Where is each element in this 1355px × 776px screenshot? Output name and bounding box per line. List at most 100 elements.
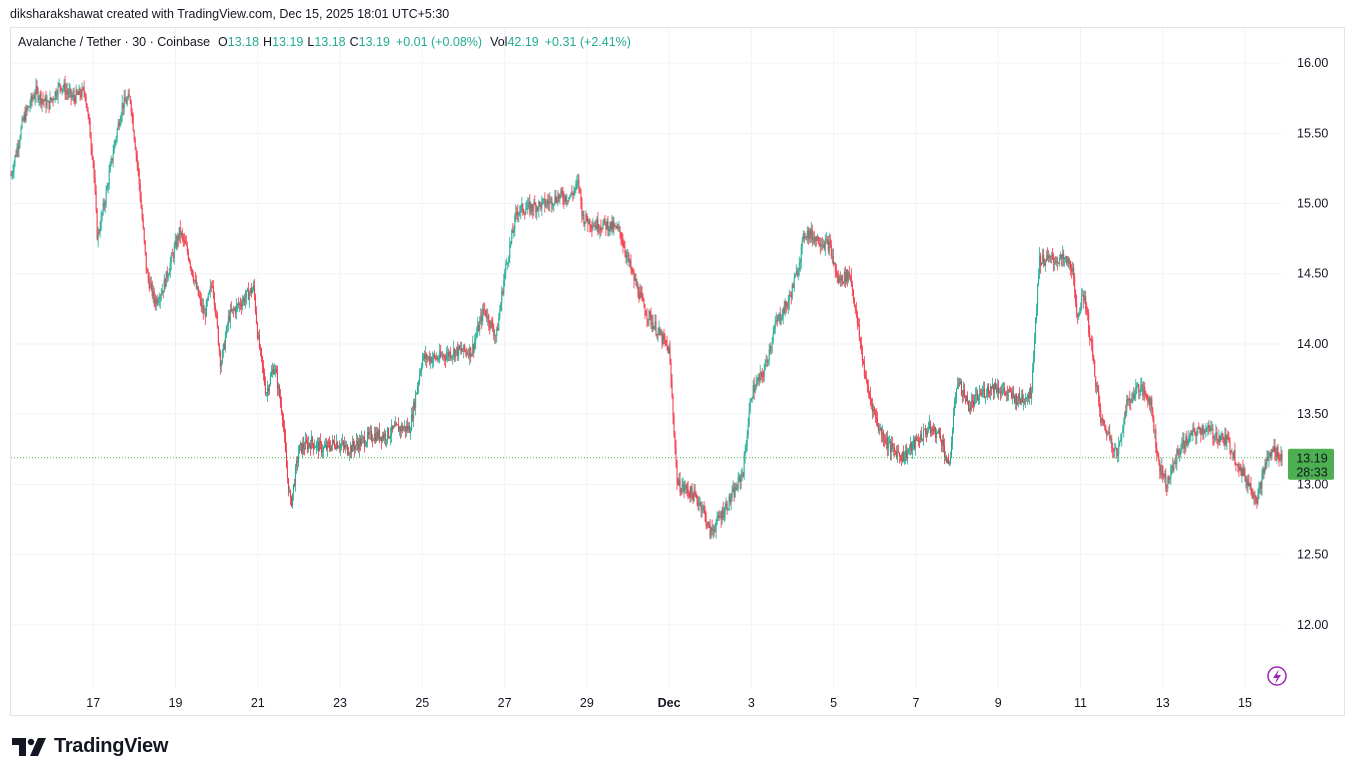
candle — [1067, 255, 1069, 267]
candle — [153, 287, 155, 308]
candle — [1193, 421, 1195, 432]
candle — [1170, 463, 1172, 485]
candle — [483, 302, 485, 315]
candle — [566, 193, 568, 208]
candle — [790, 291, 792, 305]
candle — [1000, 386, 1002, 401]
candle — [809, 227, 811, 244]
candle — [449, 350, 451, 362]
candle — [264, 376, 266, 396]
candle — [1240, 463, 1242, 476]
candle — [884, 434, 886, 445]
candle — [1138, 383, 1140, 400]
candle — [1140, 377, 1142, 397]
candle — [967, 391, 969, 405]
candle — [747, 417, 749, 439]
candle — [170, 252, 172, 271]
candle — [400, 425, 402, 439]
candle — [409, 422, 411, 434]
candle — [1206, 426, 1208, 432]
candle — [376, 426, 378, 443]
candle — [504, 268, 506, 287]
candle — [287, 478, 289, 497]
candle — [424, 350, 426, 363]
candle — [146, 267, 148, 273]
candle — [835, 263, 837, 278]
candle — [1160, 464, 1162, 479]
candle — [344, 436, 346, 451]
candle — [305, 433, 307, 444]
candle — [664, 333, 666, 347]
candle — [286, 460, 288, 484]
candle — [1146, 393, 1148, 401]
candle — [193, 279, 195, 286]
candle — [272, 364, 274, 376]
candle — [1032, 362, 1034, 394]
candle — [162, 290, 164, 299]
candle — [801, 237, 803, 255]
candle — [964, 383, 966, 399]
candle — [133, 129, 135, 143]
candle — [1176, 448, 1178, 471]
x-tick-label: 5 — [830, 696, 837, 710]
candle — [221, 349, 223, 365]
candle — [473, 343, 475, 358]
symbol-title[interactable]: Avalanche / Tether · 30 · Coinbase — [18, 35, 211, 49]
candle — [396, 421, 398, 427]
candle — [587, 216, 589, 233]
candle — [818, 237, 820, 247]
candle — [137, 160, 139, 177]
candle — [974, 394, 976, 408]
candle — [363, 435, 365, 444]
candle — [179, 220, 181, 244]
candle — [370, 424, 372, 441]
candle — [423, 353, 425, 361]
candle — [805, 236, 807, 241]
candle — [177, 233, 179, 248]
candle — [132, 112, 134, 132]
candle — [369, 427, 371, 440]
candle — [13, 160, 15, 179]
candle — [1092, 336, 1094, 361]
candle — [148, 272, 150, 292]
candle — [249, 287, 251, 296]
candle — [299, 440, 301, 451]
candle — [1222, 432, 1224, 443]
candle — [649, 310, 651, 321]
candle — [41, 98, 43, 112]
candle — [1234, 442, 1236, 466]
candle — [1174, 458, 1176, 465]
candle — [1071, 263, 1073, 279]
candle — [393, 424, 395, 430]
candle — [358, 437, 360, 454]
candle — [64, 75, 66, 100]
candle — [114, 139, 116, 149]
candle — [103, 198, 105, 211]
candle — [475, 332, 477, 349]
candle — [594, 220, 596, 231]
candle — [987, 383, 989, 400]
candle — [766, 355, 768, 368]
candle — [571, 184, 573, 196]
candle — [904, 444, 906, 464]
candle — [870, 397, 872, 410]
candle — [446, 346, 448, 362]
candle — [1074, 273, 1076, 299]
candle — [258, 329, 260, 351]
candle — [83, 80, 85, 98]
low-value: 13.18 — [314, 35, 346, 49]
candle — [545, 199, 547, 209]
candle — [442, 351, 444, 361]
candle — [322, 445, 324, 459]
lightning-icon[interactable] — [1267, 666, 1287, 686]
candle — [589, 218, 591, 233]
brand[interactable]: TradingView — [12, 735, 168, 758]
candle — [1029, 387, 1031, 405]
candle — [1130, 398, 1132, 411]
candle — [1101, 417, 1103, 427]
candle — [127, 89, 129, 101]
candle — [889, 438, 891, 461]
candle — [45, 90, 47, 114]
candle — [347, 444, 349, 456]
